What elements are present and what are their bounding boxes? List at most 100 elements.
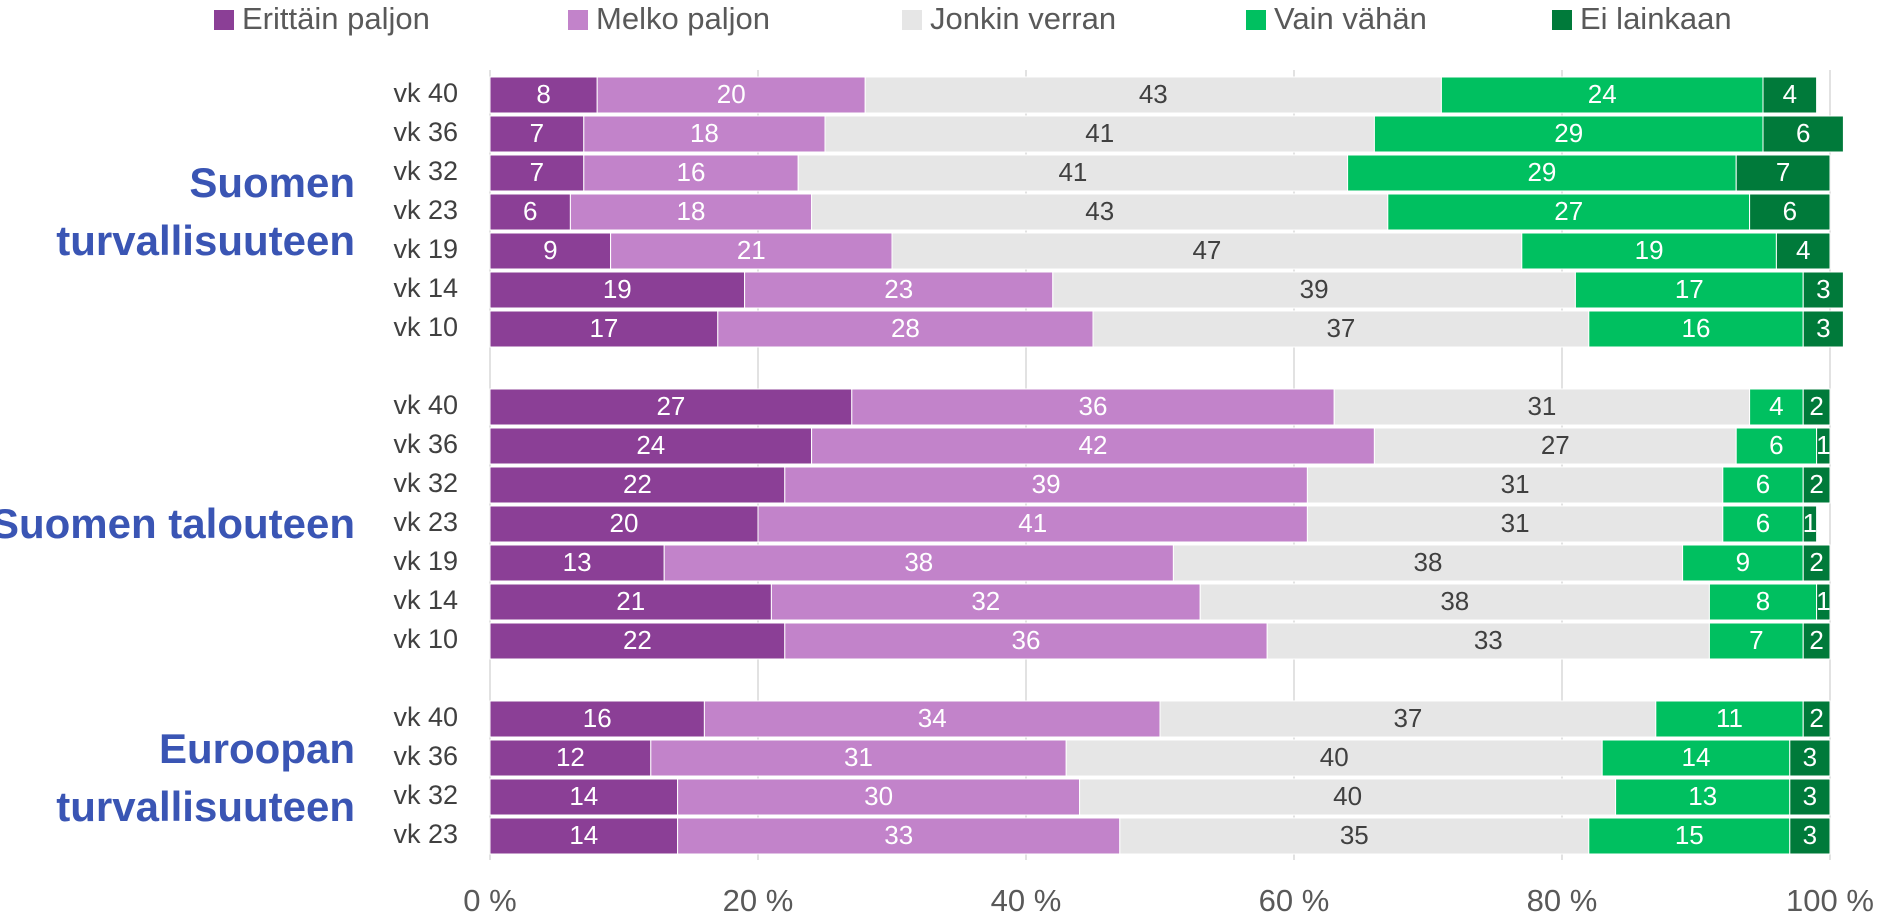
data-label: 35 <box>1340 820 1369 850</box>
data-label: 41 <box>1058 157 1087 187</box>
data-label: 41 <box>1018 508 1047 538</box>
data-label: 34 <box>918 703 947 733</box>
data-label: 13 <box>1688 781 1717 811</box>
bar-segment <box>1588 817 1791 855</box>
data-label: 17 <box>1675 274 1704 304</box>
category-label: vk 32 <box>393 780 458 810</box>
data-label: 8 <box>536 79 550 109</box>
data-label: 27 <box>1541 430 1570 460</box>
data-label: 19 <box>603 274 632 304</box>
bar-segment <box>1802 505 1818 543</box>
data-label: 20 <box>610 508 639 538</box>
data-label: 21 <box>737 235 766 265</box>
bar-segment <box>1816 427 1831 465</box>
bar-segment <box>784 466 1308 504</box>
x-tick-label: 0 % <box>463 883 516 918</box>
data-label: 28 <box>891 313 920 343</box>
bar-segment <box>1762 76 1818 114</box>
data-label: 37 <box>1326 313 1355 343</box>
legend-label: Erittäin paljon <box>242 1 430 36</box>
bar-segment <box>677 817 1121 855</box>
legend-swatch <box>568 10 588 30</box>
category-label: vk 10 <box>393 624 458 654</box>
bar-segment <box>1199 583 1710 621</box>
data-label: 24 <box>636 430 665 460</box>
data-label: 23 <box>884 274 913 304</box>
bar-segment <box>1802 700 1831 738</box>
data-label: 38 <box>1414 547 1443 577</box>
data-label: 32 <box>971 586 1000 616</box>
data-label: 16 <box>583 703 612 733</box>
data-label: 6 <box>1756 469 1770 499</box>
data-label: 2 <box>1809 703 1823 733</box>
data-label: 6 <box>523 196 537 226</box>
bar-segment <box>1119 817 1590 855</box>
data-label: 17 <box>589 313 618 343</box>
data-label: 43 <box>1139 79 1168 109</box>
bar-segment <box>1052 271 1576 309</box>
data-label: 29 <box>1554 118 1583 148</box>
bar-segment <box>1722 505 1804 543</box>
bar-segment <box>583 115 826 153</box>
bar-segment <box>891 232 1523 270</box>
bar-segment <box>770 583 1201 621</box>
bar-segment <box>1802 622 1831 660</box>
bar-segment <box>744 271 1054 309</box>
data-label: 13 <box>563 547 592 577</box>
data-label: 7 <box>530 157 544 187</box>
data-label: 15 <box>1675 820 1704 850</box>
bar-segment <box>489 817 679 855</box>
data-label: 2 <box>1809 625 1823 655</box>
data-label: 3 <box>1803 742 1817 772</box>
bar-segment <box>1789 778 1831 816</box>
bar-segment <box>1708 583 1818 621</box>
data-label: 8 <box>1756 586 1770 616</box>
data-label: 31 <box>844 742 873 772</box>
data-label: 4 <box>1769 391 1783 421</box>
bar-segment <box>1802 466 1831 504</box>
data-label: 4 <box>1783 79 1797 109</box>
bar-segment <box>811 193 1389 231</box>
bar-segment <box>489 154 585 192</box>
data-label: 27 <box>656 391 685 421</box>
data-label: 6 <box>1796 118 1810 148</box>
data-label: 2 <box>1809 391 1823 421</box>
data-label: 39 <box>1032 469 1061 499</box>
data-label: 9 <box>1736 547 1750 577</box>
data-label: 6 <box>1783 196 1797 226</box>
data-label: 2 <box>1809 469 1823 499</box>
bar-segment <box>1159 700 1657 738</box>
bar-segment <box>1802 271 1844 309</box>
category-label: vk 40 <box>393 78 458 108</box>
data-label: 31 <box>1501 508 1530 538</box>
data-label: 33 <box>1474 625 1503 655</box>
legend-label: Vain vähän <box>1274 1 1427 36</box>
bar-segment <box>1735 427 1818 465</box>
data-label: 3 <box>1816 313 1830 343</box>
category-label: vk 36 <box>393 117 458 147</box>
category-label: vk 32 <box>393 156 458 186</box>
bar-segment <box>489 466 786 504</box>
bar-segment <box>864 76 1442 114</box>
data-label: 11 <box>1716 703 1743 733</box>
bar-segment <box>1333 388 1751 426</box>
category-label: vk 23 <box>393 507 458 537</box>
data-label: 39 <box>1300 274 1329 304</box>
x-tick-label: 20 % <box>723 883 794 918</box>
data-label: 47 <box>1192 235 1221 265</box>
bar-segment <box>489 76 598 114</box>
category-label: vk 14 <box>393 273 458 303</box>
data-label: 3 <box>1816 274 1830 304</box>
data-label: 40 <box>1320 742 1349 772</box>
bar-segment <box>1079 778 1617 816</box>
category-label: vk 40 <box>393 702 458 732</box>
bar-segment <box>1065 739 1603 777</box>
legend-label: Jonkin verran <box>930 1 1116 36</box>
category-label: vk 23 <box>393 819 458 849</box>
legend-swatch <box>1552 10 1572 30</box>
bar-segment <box>489 193 571 231</box>
bar-segment <box>663 544 1174 582</box>
data-label: 19 <box>1635 235 1664 265</box>
